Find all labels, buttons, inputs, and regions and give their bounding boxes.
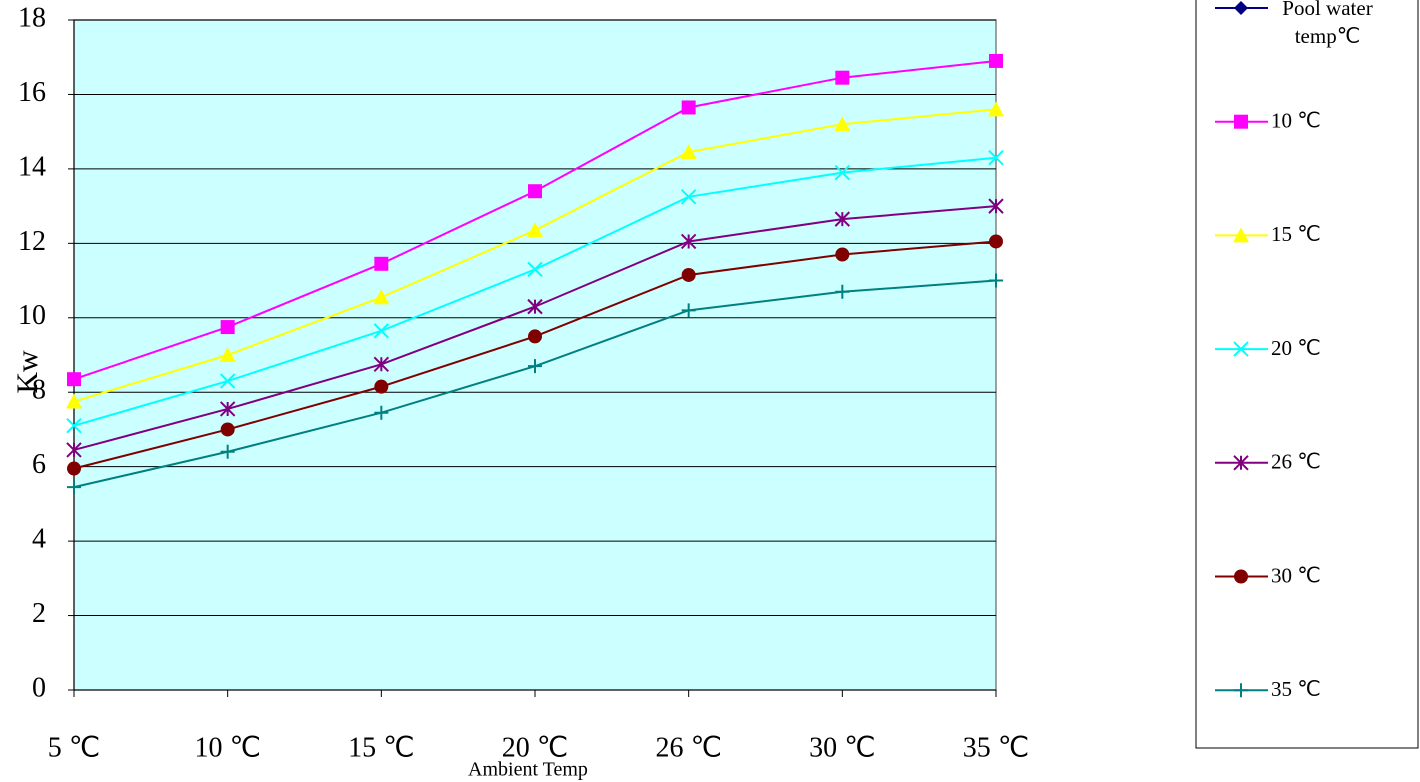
legend-marker bbox=[1234, 1, 1248, 15]
y-tick-label: 8 bbox=[32, 375, 46, 406]
legend-marker bbox=[1234, 569, 1248, 584]
y-tick-label: 2 bbox=[32, 598, 46, 629]
legend-marker bbox=[1234, 114, 1248, 129]
legend-label: 10 ℃ bbox=[1271, 109, 1321, 133]
x-tick-label: 26 ℃ bbox=[655, 732, 721, 763]
data-point bbox=[835, 70, 850, 85]
x-axis-label: Ambient Temp bbox=[468, 759, 588, 781]
x-tick-label: 5 ℃ bbox=[48, 732, 100, 763]
data-point bbox=[373, 356, 390, 373]
y-tick-label: 6 bbox=[32, 449, 46, 480]
legend-marker bbox=[1233, 341, 1249, 357]
data-point bbox=[680, 144, 697, 160]
legend-label: Pool water temp℃ bbox=[1282, 0, 1373, 48]
data-point bbox=[374, 405, 389, 420]
y-tick-label: 18 bbox=[18, 2, 46, 33]
data-point bbox=[373, 289, 390, 305]
y-tick-label: 4 bbox=[32, 524, 46, 555]
legend-marker bbox=[1233, 455, 1249, 471]
legend-marker bbox=[1234, 683, 1248, 698]
data-point bbox=[681, 267, 696, 282]
data-point bbox=[835, 247, 850, 262]
data-point bbox=[680, 189, 697, 205]
legend-label: 26 ℃ bbox=[1271, 450, 1321, 474]
data-point bbox=[66, 418, 82, 434]
legend-label: 35 ℃ bbox=[1271, 677, 1321, 701]
legend-label: 30 ℃ bbox=[1271, 563, 1321, 587]
data-point bbox=[373, 323, 390, 339]
legend-label: 15 ℃ bbox=[1271, 222, 1321, 246]
data-point bbox=[220, 444, 235, 459]
data-point bbox=[834, 211, 851, 227]
data-point bbox=[67, 480, 81, 495]
data-point bbox=[528, 359, 542, 374]
data-point bbox=[219, 347, 236, 362]
data-point bbox=[67, 461, 81, 476]
legend-label: 20 ℃ bbox=[1271, 336, 1321, 360]
x-tick-label: 30 ℃ bbox=[809, 732, 875, 763]
data-point bbox=[989, 53, 1003, 68]
data-point bbox=[67, 372, 81, 387]
data-point bbox=[834, 116, 851, 132]
data-point bbox=[989, 273, 1003, 288]
x-tick-label: 20 ℃ bbox=[502, 732, 568, 763]
data-point bbox=[374, 256, 389, 271]
y-tick-label: 10 bbox=[18, 300, 46, 331]
data-point bbox=[374, 379, 389, 394]
legend-marker bbox=[1233, 227, 1249, 243]
data-point bbox=[66, 393, 82, 409]
plot-area bbox=[73, 19, 997, 691]
data-point bbox=[527, 298, 543, 315]
data-point bbox=[988, 101, 1004, 117]
data-point bbox=[527, 222, 543, 238]
data-point bbox=[834, 164, 851, 181]
x-tick-label: 10 ℃ bbox=[194, 732, 260, 763]
data-point bbox=[835, 284, 850, 299]
data-point bbox=[220, 422, 235, 437]
data-point bbox=[988, 198, 1004, 214]
data-point bbox=[989, 234, 1003, 249]
data-point bbox=[988, 150, 1004, 166]
data-point bbox=[220, 320, 235, 335]
legend-box bbox=[1195, 0, 1419, 749]
data-point bbox=[527, 261, 543, 278]
y-axis-label: Kw bbox=[11, 350, 44, 394]
x-tick-label: 15 ℃ bbox=[348, 732, 414, 763]
data-point bbox=[528, 184, 542, 199]
y-tick-label: 0 bbox=[32, 672, 46, 703]
data-point bbox=[681, 100, 696, 115]
y-tick-label: 14 bbox=[18, 151, 46, 182]
data-point bbox=[219, 401, 236, 417]
x-tick-label: 35 ℃ bbox=[963, 732, 1029, 763]
data-point bbox=[680, 233, 697, 250]
y-tick-label: 16 bbox=[18, 77, 46, 108]
data-point bbox=[219, 373, 236, 389]
data-point bbox=[681, 303, 696, 318]
data-point bbox=[66, 442, 82, 458]
y-tick-label: 12 bbox=[18, 226, 46, 257]
data-point bbox=[528, 329, 542, 344]
